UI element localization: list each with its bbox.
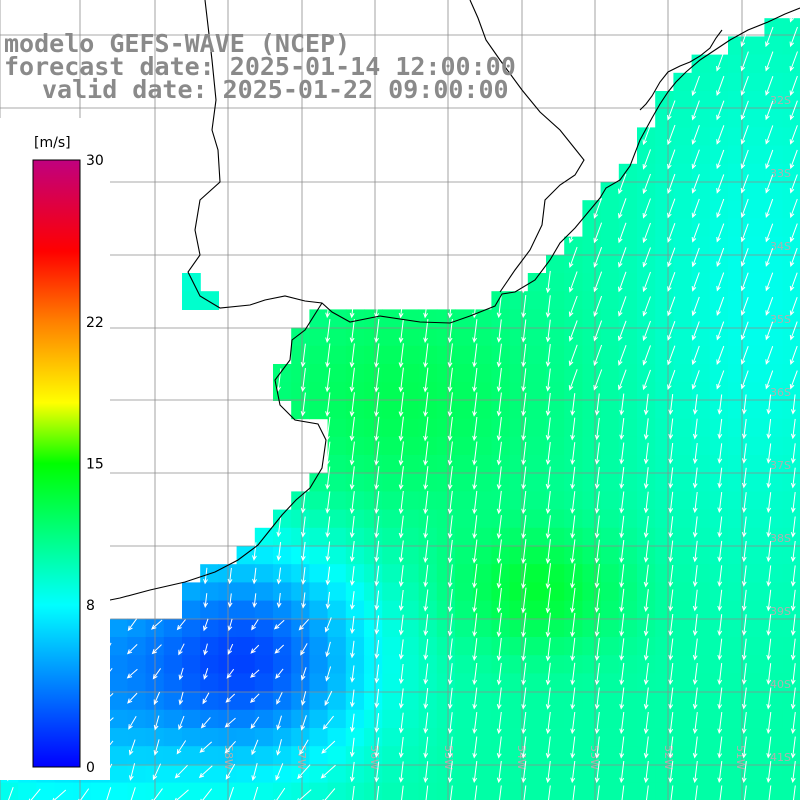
coast-mouth	[639, 29, 723, 111]
lat-label: 35S	[770, 313, 791, 326]
lon-label: 55W	[442, 745, 455, 770]
lon-label: 52W	[662, 745, 675, 770]
wind-arrows	[3, 2, 798, 800]
lat-label: 33S	[770, 167, 791, 180]
lat-label: 32S	[770, 94, 791, 107]
coast-inland-border	[469, 0, 585, 293]
lon-label: 56W	[368, 745, 381, 770]
lon-label: 61W	[0, 745, 10, 770]
lon-label: 60W	[74, 745, 87, 770]
coastline	[187, 0, 800, 324]
lat-label: 41S	[770, 751, 791, 764]
lat-label: 39S	[770, 605, 791, 618]
wind-speed-field	[0, 18, 800, 800]
forecast-date: forecast date: 2025-01-14 12:00:00	[4, 52, 516, 81]
lon-label: 58W	[222, 745, 235, 770]
lat-label: 40S	[770, 678, 791, 691]
valid-date: valid date: 2025-01-22 09:00:00	[42, 75, 509, 104]
lat-label: 37S	[770, 459, 791, 472]
lon-label: 57W	[295, 745, 308, 770]
lon-label: 54W	[515, 745, 528, 770]
lat-label: 34S	[770, 240, 791, 253]
model-title: modelo GEFS-WAVE (NCEP)	[4, 29, 351, 58]
lat-label: 36S	[770, 386, 791, 399]
lon-label: 51W	[734, 745, 747, 770]
lat-label: 38S	[770, 532, 791, 545]
coastline-south	[0, 302, 327, 617]
